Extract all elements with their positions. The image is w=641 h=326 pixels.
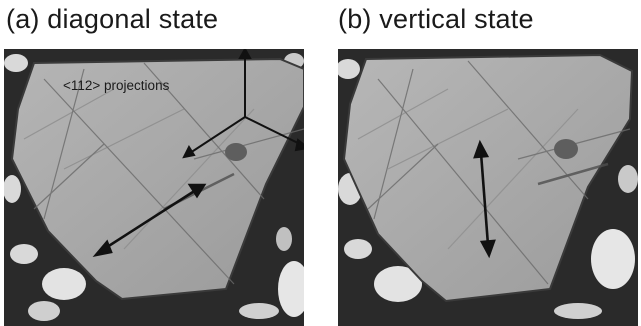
micrograph-a-image [4, 49, 304, 326]
micrograph-diagonal-state [4, 49, 304, 326]
crystal-texture [357, 60, 631, 285]
panel-b-title: (b) vertical state [338, 4, 534, 34]
crystal-face [342, 53, 634, 303]
inclusion-spot [225, 143, 247, 161]
bright-grains [4, 53, 304, 321]
crystal-face [10, 57, 304, 301]
vertical-double-arrow-icon [473, 139, 496, 259]
micrograph-vertical-state [338, 49, 638, 326]
projections-label: <112> projections [63, 78, 170, 93]
diagonal-double-arrow-icon [92, 183, 207, 258]
panel-a-title: (a) diagonal state [6, 4, 219, 34]
three-axis-star-icon [182, 49, 304, 159]
micrograph-b-image [338, 49, 638, 326]
inclusion-spot [554, 139, 578, 159]
bright-grains [338, 59, 638, 319]
